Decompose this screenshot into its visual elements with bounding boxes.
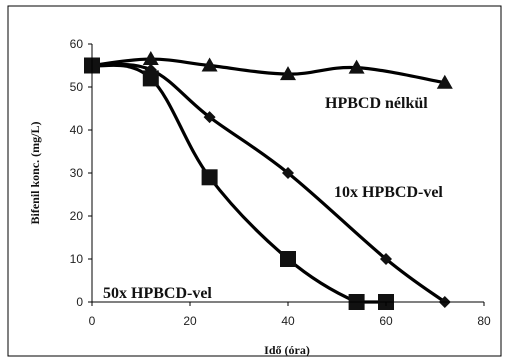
series-label-50x-hpbcd-vel: 50x HPBCD-vel — [103, 285, 212, 302]
axes: 0 10 20 30 40 50 60 0 20 40 60 80 — [70, 37, 491, 328]
y-tick-label-2: 20 — [70, 209, 84, 223]
y-tick-label-6: 60 — [70, 37, 84, 51]
series-label-hpbcd-nelkul: HPBCD nélkül — [325, 95, 428, 112]
plot-area — [84, 51, 453, 310]
x-tick-label-3: 60 — [379, 314, 393, 328]
data-point-s2-3 — [280, 251, 296, 267]
data-point-s0-3 — [280, 66, 296, 81]
data-point-s1-3 — [282, 167, 294, 179]
data-point-s0-1 — [142, 51, 159, 66]
x-tick-label-2: 40 — [281, 314, 295, 328]
data-point-s0-2 — [201, 57, 218, 72]
series-label-10x-hpbcd-vel: 10x HPBCD-vel — [334, 184, 443, 201]
x-tick-label-1: 20 — [183, 314, 197, 328]
y-tick-label-3: 30 — [70, 166, 84, 180]
x-axis-title: Idő (óra) — [264, 343, 310, 357]
data-point-s0-5 — [436, 74, 453, 89]
data-point-s1-4 — [380, 253, 392, 265]
data-point-s0-4 — [348, 59, 365, 74]
data-point-s2-2 — [201, 169, 218, 186]
y-tick-label-4: 40 — [70, 123, 84, 137]
data-point-s2-1 — [142, 70, 159, 87]
y-tick-label-5: 50 — [70, 80, 84, 94]
y-axis-title: Bifenil konc. (mg/L) — [28, 121, 42, 224]
data-point-s1-2 — [203, 111, 216, 124]
y-tick-label-1: 10 — [70, 252, 84, 266]
x-tick-label-4: 80 — [477, 314, 491, 328]
y-tick-label-0: 0 — [76, 295, 83, 309]
x-tick-label-0: 0 — [89, 314, 96, 328]
